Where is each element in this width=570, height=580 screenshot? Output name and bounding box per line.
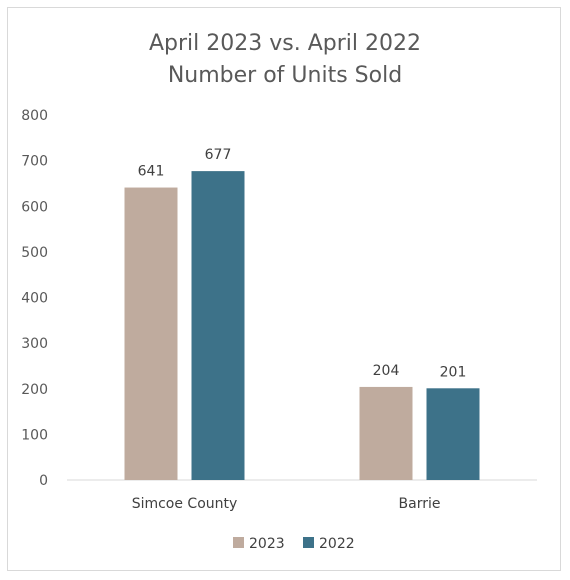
category-labels-group: Simcoe County Barrie [132,496,441,512]
bar [359,386,413,480]
y-axis-ticks: 0 100 200 300 400 500 600 700 800 [21,108,48,489]
legend-label: 2023 [249,536,285,552]
y-tick-label: 800 [21,108,48,124]
legend-label: 2022 [319,536,355,552]
chart-title: April 2023 vs. April 2022 [149,31,421,56]
data-label: 677 [205,147,232,163]
y-tick-label: 400 [21,291,48,307]
y-tick-label: 700 [21,154,48,170]
legend-swatch [233,537,244,548]
bar [191,171,245,480]
category-label: Simcoe County [132,496,238,512]
data-label: 201 [440,364,467,380]
category-label: Barrie [399,496,441,512]
bars-group [124,171,480,480]
legend: 2023 2022 [233,536,355,552]
y-tick-label: 200 [21,382,48,398]
y-tick-label: 600 [21,199,48,215]
bar [426,388,480,480]
legend-swatch [303,537,314,548]
chart-subtitle: Number of Units Sold [168,63,402,88]
y-tick-label: 0 [39,473,48,489]
data-label: 641 [138,164,165,180]
y-tick-label: 500 [21,245,48,261]
data-label: 204 [373,363,400,379]
y-tick-label: 300 [21,336,48,352]
y-tick-label: 100 [21,427,48,443]
bar [124,187,178,480]
data-labels-group: 641 677 204 201 [138,147,467,380]
